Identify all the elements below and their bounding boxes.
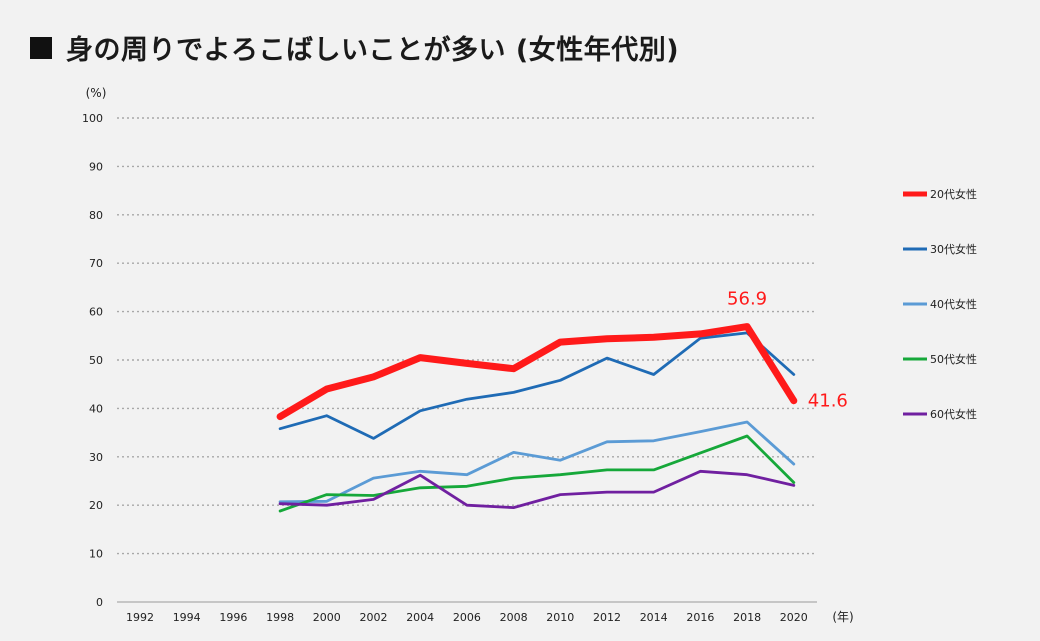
x-tick-label: 1994	[173, 611, 201, 624]
series-line-50代女性	[278, 434, 796, 513]
y-axis-ticks: 0 10 20 30 40 50 60 70 80 90 100	[82, 112, 103, 609]
y-tick-label: 20	[89, 499, 103, 512]
data-label: 56.9	[727, 289, 767, 310]
x-tick-label: 2012	[593, 611, 621, 624]
legend-label: 50代女性	[930, 352, 977, 366]
y-tick-label: 70	[89, 257, 103, 270]
x-axis-unit: (年)	[832, 610, 853, 624]
x-tick-label: 1998	[266, 611, 294, 624]
x-tick-label: 1992	[126, 611, 154, 624]
y-tick-label: 100	[82, 112, 103, 125]
x-tick-label: 2002	[360, 611, 388, 624]
title-text: 身の周りでよろこばしいことが多い (女性年代別)	[66, 35, 680, 66]
y-tick-label: 80	[89, 209, 103, 222]
data-label: 41.6	[808, 391, 848, 412]
x-tick-label: 2000	[313, 611, 341, 624]
legend-label: 60代女性	[930, 407, 977, 421]
x-axis-ticks: 1992 1994 1996 1998 2000 2002 2004 2006 2008 2010…	[126, 611, 808, 624]
series-line-40代女性	[278, 420, 796, 504]
y-tick-label: 90	[89, 160, 103, 173]
x-tick-label: 2014	[640, 611, 668, 624]
data-annotations: 56.9 41.6	[727, 289, 848, 412]
legend-label: 30代女性	[930, 242, 977, 256]
series-line-60代女性	[278, 469, 796, 510]
page-title: 身の周りでよろこばしいことが多い (女性年代別)	[30, 28, 679, 67]
x-tick-label: 2008	[500, 611, 528, 624]
x-tick-label: 2020	[780, 611, 808, 624]
x-tick-label: 2018	[733, 611, 761, 624]
legend: 20代女性 30代女性 40代女性 50代女性 60代女性	[903, 187, 977, 421]
y-tick-label: 40	[89, 402, 103, 415]
y-axis-unit: (%)	[86, 86, 107, 100]
y-tick-label: 60	[89, 306, 103, 319]
y-tick-label: 0	[96, 596, 103, 609]
x-tick-label: 2006	[453, 611, 481, 624]
title-square-icon	[30, 36, 52, 59]
x-tick-label: 1996	[219, 611, 247, 624]
series-lines	[276, 323, 798, 513]
y-tick-label: 50	[89, 354, 103, 367]
x-tick-label: 2016	[686, 611, 714, 624]
y-tick-label: 10	[89, 548, 103, 561]
x-tick-label: 2004	[406, 611, 434, 624]
legend-label: 20代女性	[930, 187, 977, 201]
series-line-30代女性	[278, 331, 796, 440]
y-tick-label: 30	[89, 451, 103, 464]
legend-label: 40代女性	[930, 297, 977, 311]
series-line-20代女性	[276, 323, 798, 421]
x-tick-label: 2010	[546, 611, 574, 624]
